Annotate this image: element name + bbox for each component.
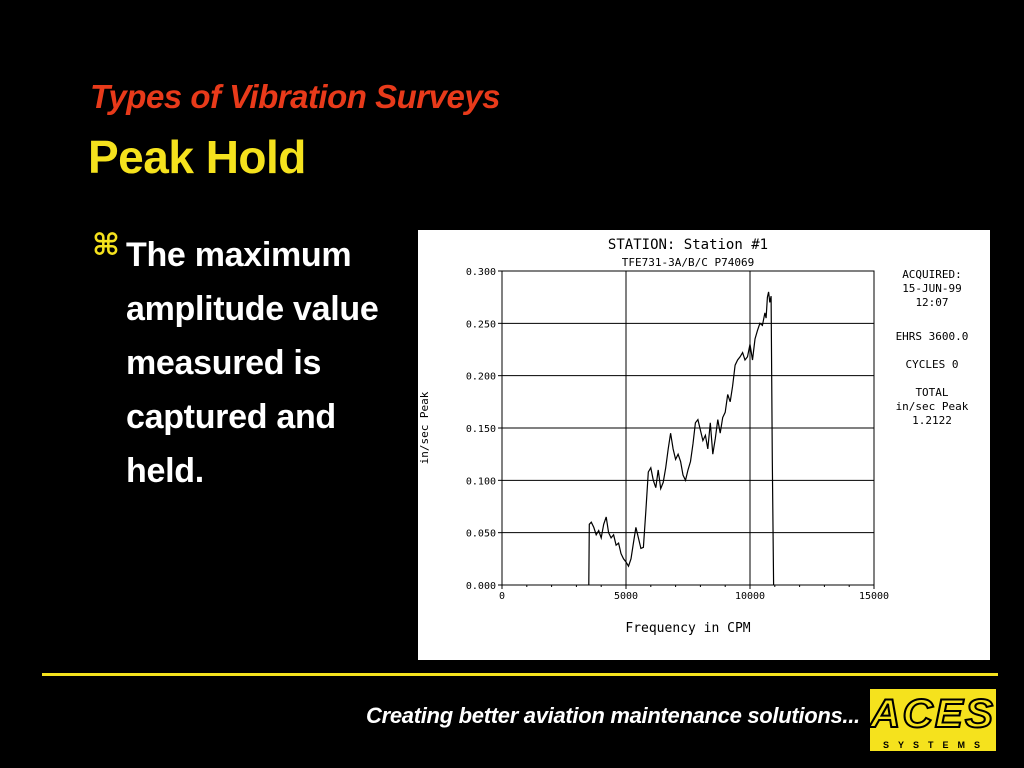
acquisition-info-text: TOTAL — [915, 386, 948, 399]
y-tick-label: 0.050 — [466, 529, 496, 540]
x-tick-label: 5000 — [614, 591, 638, 602]
peak-hold-series-line — [588, 291, 775, 586]
y-tick-label: 0.250 — [466, 319, 496, 330]
chart-title: STATION: Station #1 — [608, 237, 768, 253]
acquisition-info-text: ACQUIRED: — [902, 268, 962, 281]
y-axis-label: in/sec Peak — [418, 391, 431, 464]
acquisition-info-text: EHRS 3600.0 — [896, 330, 969, 343]
vibration-plot: 0.000 0.050 0.100 0.150 0.200 0.250 0.300 0 5000… — [418, 230, 990, 660]
y-tick-label: 0.200 — [466, 372, 496, 383]
logo-badge: ACES — [869, 689, 996, 739]
x-tick-label: 15000 — [859, 591, 889, 602]
footer-divider — [42, 673, 998, 676]
bullet-point: ⌘ The maximum amplitude value measured i… — [92, 228, 412, 498]
logo-wordmark: ACES — [869, 691, 996, 737]
slide-subtitle: Types of Vibration Surveys — [90, 78, 501, 115]
y-tick-label: 0.000 — [466, 581, 496, 592]
acquisition-info-text: 1.2122 — [912, 414, 952, 427]
x-tick-label: 10000 — [735, 591, 765, 602]
vibration-chart-svg: 0.000 0.050 0.100 0.150 0.200 0.250 0.300 0 5000… — [418, 237, 969, 636]
y-tick-label: 0.150 — [466, 424, 496, 435]
x-axis-label: Frequency in CPM — [625, 621, 750, 636]
x-tick-label: 0 — [499, 591, 505, 602]
y-tick-label: 0.100 — [466, 476, 496, 487]
aces-systems-logo: ACES SYSTEMS — [869, 689, 996, 751]
y-tick-label: 0.300 — [466, 267, 496, 278]
command-bullet-icon: ⌘ — [92, 228, 120, 263]
logo-subtext: SYSTEMS — [870, 739, 996, 751]
acquisition-info-text: CYCLES 0 — [906, 358, 959, 371]
chart-subtitle: TFE731-3A/B/C P74069 — [622, 256, 754, 269]
footer-tagline: Creating better aviation maintenance sol… — [366, 703, 860, 728]
bullet-text: The maximum amplitude value measured is … — [126, 236, 379, 490]
acquisition-info-text: 15-JUN-99 — [902, 282, 962, 295]
acquisition-info-text: in/sec Peak — [896, 400, 969, 413]
slide-title: Peak Hold — [88, 131, 306, 183]
acquisition-info-text: 12:07 — [915, 296, 948, 309]
